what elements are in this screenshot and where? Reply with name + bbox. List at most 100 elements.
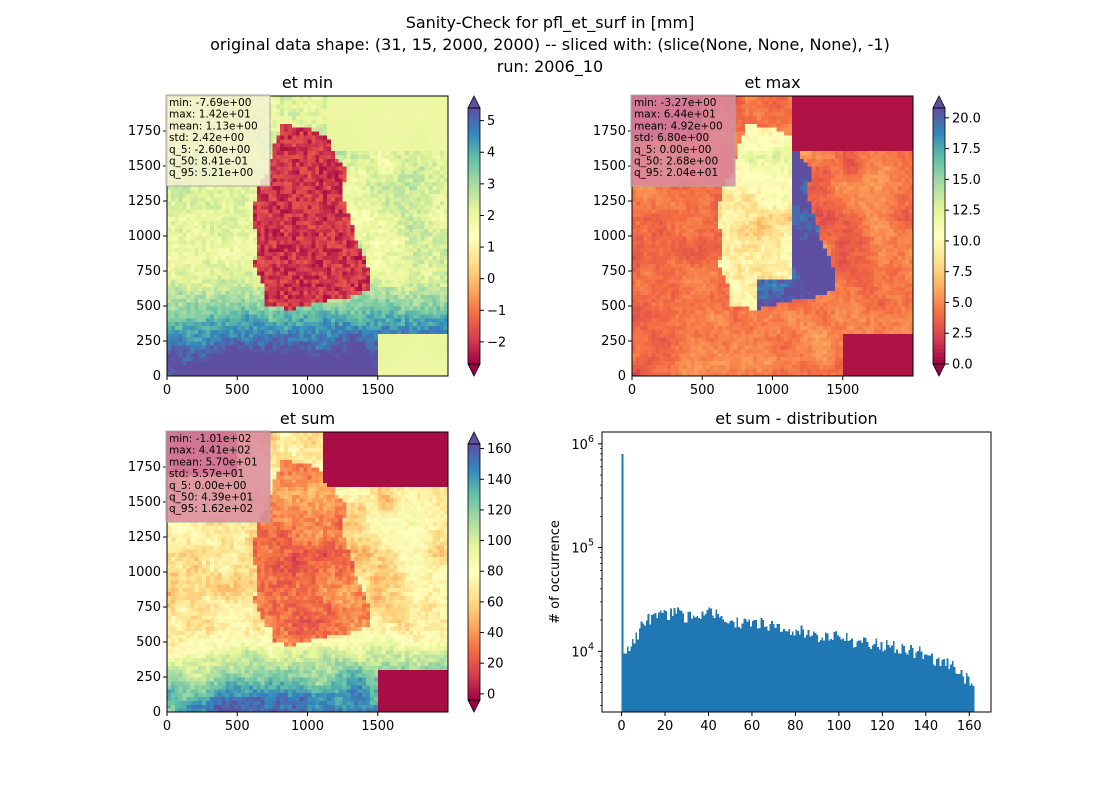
heatmap-cell (358, 96, 363, 101)
heatmap-cell (330, 127, 336, 132)
heatmap-cell (366, 236, 371, 241)
heatmap-cell (209, 302, 215, 307)
heatmap-cell (237, 278, 242, 284)
heatmap-cell (182, 251, 188, 257)
heatmap-cell (264, 267, 270, 272)
heatmap-cell (217, 228, 223, 233)
heatmap-cell (405, 313, 410, 319)
heatmap-cell (315, 263, 320, 268)
heatmap-cell (237, 325, 242, 330)
heatmap-cell (342, 341, 348, 346)
heatmap-cell (401, 259, 406, 264)
heatmap-cell (334, 220, 340, 225)
heatmap-cell (291, 337, 297, 342)
heatmap-cell (202, 344, 207, 350)
heatmap-cell (397, 236, 402, 241)
heatmap-cell (350, 317, 355, 323)
heatmap-cell (389, 317, 394, 323)
heatmap-cell (334, 212, 340, 218)
heatmap-cell (186, 216, 192, 222)
heatmap-cell (272, 290, 277, 295)
heatmap-cell (217, 333, 223, 338)
heatmap-cell (366, 278, 371, 284)
heatmap-cell (198, 294, 203, 299)
heatmap-cell (424, 123, 430, 128)
heatmap-cell (373, 208, 379, 214)
heatmap-cell (268, 294, 273, 299)
heatmap-cell (432, 212, 437, 218)
heatmap-cell (342, 236, 348, 241)
heatmap-cell (424, 216, 430, 222)
heatmap-cell (346, 131, 352, 136)
heatmap-cell (405, 352, 410, 358)
heatmap-cell (268, 208, 273, 214)
heatmap-cell (190, 321, 195, 327)
heatmap-cell (319, 317, 324, 323)
heatmap-cell (432, 348, 437, 354)
heatmap-cell (268, 298, 273, 303)
heatmap-cell (338, 138, 344, 144)
heatmap-cell (401, 138, 406, 144)
heatmap-cell (346, 317, 352, 323)
heatmap-cell (170, 255, 176, 260)
heatmap-cell (307, 302, 313, 307)
heatmap-cell (377, 360, 383, 365)
heatmap-cell (170, 220, 176, 225)
heatmap-cell (303, 127, 309, 132)
heatmap-cell (346, 111, 352, 117)
heatmap-cell (252, 274, 258, 280)
heatmap-cell (369, 282, 375, 288)
heatmap-cell (334, 201, 340, 206)
heatmap-cell (237, 274, 242, 280)
heatmap-cell (287, 216, 293, 222)
heatmap-cell (291, 313, 297, 319)
heatmap-cell (272, 337, 277, 342)
heatmap-cell (291, 348, 297, 354)
heatmap-cell (198, 352, 203, 358)
heatmap-cell (432, 96, 437, 101)
heatmap-cell (284, 364, 289, 369)
heatmap-cell (334, 228, 340, 233)
heatmap-cell (248, 321, 254, 327)
heatmap-cell (264, 247, 270, 253)
heatmap-cell (327, 154, 332, 159)
heatmap-cell (182, 193, 188, 198)
heatmap-cell (373, 103, 379, 109)
heatmap-cell (330, 309, 336, 315)
heatmap-cell (303, 321, 309, 327)
heatmap-cell (428, 286, 433, 292)
heatmap-cell (334, 356, 340, 362)
heatmap-cell (408, 185, 414, 190)
heatmap-cell (385, 99, 391, 105)
heatmap-cell (330, 193, 336, 198)
heatmap-cell (209, 247, 215, 253)
heatmap-cell (194, 243, 199, 249)
heatmap-cell (397, 286, 402, 292)
heatmap-cell (342, 216, 348, 222)
heatmap-cell (334, 306, 340, 311)
heatmap-cell (381, 224, 387, 229)
heatmap-cell (303, 337, 309, 342)
heatmap-cell (295, 278, 301, 284)
heatmap-cell (167, 255, 172, 260)
heatmap-cell (330, 201, 336, 206)
heatmap-cell (287, 127, 293, 132)
heatmap-cell (323, 189, 328, 194)
heatmap-cell (428, 263, 433, 268)
heatmap-cell (362, 111, 367, 117)
heatmap-cell (428, 341, 433, 346)
heatmap-cell (327, 341, 332, 346)
heatmap-cell (323, 123, 328, 128)
heatmap-cell (416, 372, 422, 377)
heatmap-cell (358, 228, 363, 233)
heatmap-cell (174, 325, 180, 330)
heatmap-cell (315, 115, 320, 120)
heatmap-cell (213, 341, 219, 346)
heatmap-cell (170, 271, 176, 276)
heatmap-cell (424, 193, 430, 198)
heatmap-cell (268, 158, 273, 163)
heatmap-cell (252, 267, 258, 272)
heatmap-cell (420, 193, 426, 198)
heatmap-cell (295, 302, 301, 307)
heatmap-cell (284, 185, 289, 190)
